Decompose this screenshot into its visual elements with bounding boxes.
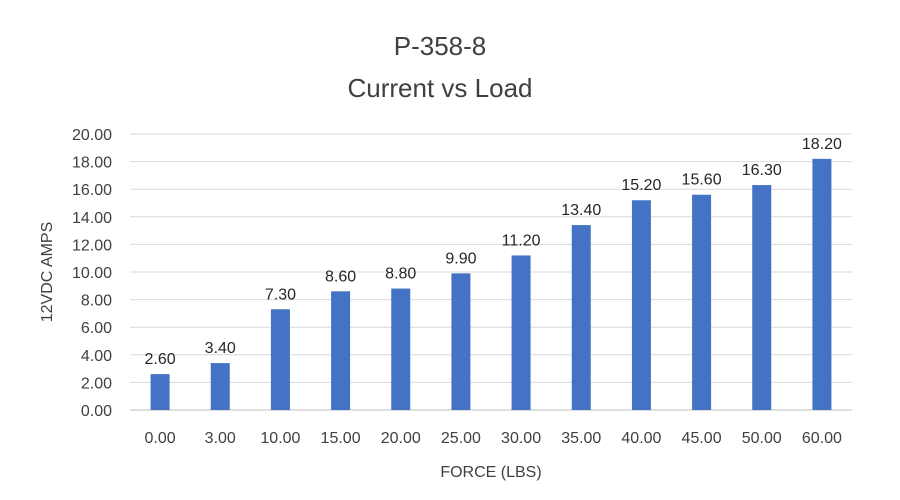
data-label: 8.60 [325, 268, 356, 285]
data-label: 11.20 [502, 232, 541, 249]
data-label: 9.90 [445, 250, 476, 267]
x-axis-label: FORCE (LBS) [440, 464, 541, 481]
bar [451, 273, 471, 410]
x-tick-label: 35.00 [561, 430, 601, 447]
data-label: 2.60 [145, 351, 176, 368]
data-label: 8.80 [385, 266, 416, 283]
y-tick-label: 18.00 [72, 155, 112, 172]
data-label: 13.40 [561, 202, 601, 219]
y-tick-label: 12.00 [72, 237, 112, 254]
data-label: 16.30 [742, 162, 782, 179]
bar [631, 200, 651, 410]
y-tick-label: 20.00 [72, 127, 112, 144]
bar [752, 185, 772, 410]
x-tick-label: 40.00 [621, 430, 661, 447]
x-tick-label: 60.00 [802, 430, 842, 447]
data-label: 15.60 [682, 172, 722, 189]
data-label: 15.20 [621, 177, 661, 194]
bar [812, 158, 832, 410]
data-label: 18.20 [802, 136, 842, 153]
data-labels: 2.60 3.40 7.30 8.60 8.80 9.90 11.20 13.40 15.20 1… [145, 136, 843, 368]
x-tick-label: 50.00 [742, 430, 782, 447]
y-tick-label: 0.00 [81, 403, 112, 420]
x-tick-label: 20.00 [381, 430, 421, 447]
y-tick-label: 8.00 [81, 293, 112, 310]
x-tick-label: 30.00 [501, 430, 541, 447]
bar [511, 255, 531, 410]
x-tick-label: 45.00 [682, 430, 722, 447]
gridlines [130, 133, 852, 411]
x-tick-label: 15.00 [321, 430, 361, 447]
y-axis-ticks: 0.00 2.00 4.00 6.00 8.00 10.00 12.00 14.00 16.00… [72, 127, 112, 420]
y-tick-label: 16.00 [72, 182, 112, 199]
x-tick-label: 3.00 [205, 430, 236, 447]
data-label: 7.30 [265, 286, 296, 303]
bar [331, 291, 351, 410]
y-tick-label: 14.00 [72, 210, 112, 227]
bar [150, 374, 170, 410]
x-tick-label: 10.00 [260, 430, 300, 447]
y-tick-label: 2.00 [81, 375, 112, 392]
y-axis-label: 12VDC AMPS [39, 222, 56, 322]
bar [210, 363, 230, 410]
chart-title-line: P-358-8 [394, 31, 487, 61]
bar [692, 194, 712, 410]
y-tick-label: 6.00 [81, 320, 112, 337]
bar [270, 309, 290, 410]
bar [571, 225, 591, 410]
x-tick-label: 0.00 [145, 430, 176, 447]
x-tick-label: 25.00 [441, 430, 481, 447]
x-axis-ticks: 0.00 3.00 10.00 15.00 20.00 25.00 30.00 35.00 40… [145, 430, 843, 447]
y-tick-label: 10.00 [72, 265, 112, 282]
chart-title: P-358-8 Current vs Load [348, 31, 533, 103]
chart-title-line: Current vs Load [348, 73, 533, 103]
bars [150, 158, 832, 410]
y-tick-label: 4.00 [81, 348, 112, 365]
data-label: 3.40 [205, 340, 236, 357]
bar [391, 288, 411, 410]
